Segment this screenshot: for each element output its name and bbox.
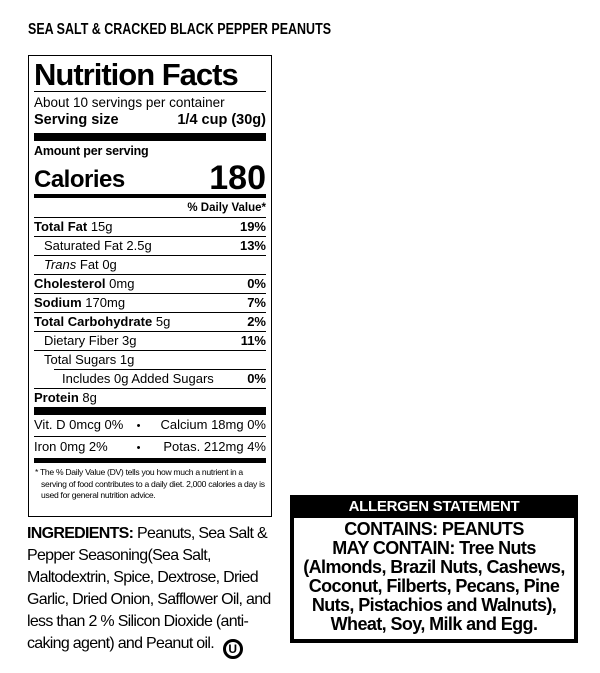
allergen-statement-box: ALLERGEN STATEMENT CONTAINS: PEANUTS MAY… bbox=[290, 495, 578, 643]
nutrient-amount: 1g bbox=[119, 352, 135, 367]
medium-divider bbox=[34, 458, 266, 463]
nutrient-row-total-sugars: Total Sugars 1g bbox=[34, 351, 266, 369]
allergen-body: CONTAINS: PEANUTS MAY CONTAIN: Tree Nuts… bbox=[294, 518, 574, 639]
calories-value: 180 bbox=[209, 159, 266, 197]
nutrient-row-total-fat: Total Fat 15g 19% bbox=[34, 218, 266, 237]
nutrient-row-added-sugars: Includes 0g Added Sugars 0% bbox=[34, 370, 266, 389]
nutrient-amount: 8g bbox=[82, 390, 97, 405]
bullet-separator: • bbox=[136, 442, 141, 454]
nutrient-label: Fat bbox=[79, 257, 99, 272]
divider bbox=[34, 91, 266, 92]
nutrient-label: Includes 0g Added Sugars bbox=[62, 371, 214, 386]
nutrient-row-cholesterol: Cholesterol 0mg 0% bbox=[34, 275, 266, 294]
nutrient-label-italic: Trans bbox=[44, 257, 77, 272]
nutrient-label: Total Fat bbox=[34, 219, 88, 234]
nutrient-amount: 0mg bbox=[109, 276, 135, 291]
micronutrient-left: Vit. D 0mcg 0% bbox=[34, 417, 124, 432]
calories-label: Calories bbox=[34, 166, 125, 193]
amount-per-serving-label: Amount per serving bbox=[34, 144, 149, 158]
thick-divider bbox=[34, 407, 266, 415]
allergen-contains: CONTAINS: PEANUTS bbox=[344, 519, 524, 539]
nutrient-dv: 2% bbox=[247, 314, 266, 329]
nutrient-dv: 11% bbox=[240, 333, 266, 348]
nutrient-row-dietary-fiber: Dietary Fiber 3g 11% bbox=[34, 332, 266, 351]
nutrient-amount: 0g bbox=[102, 257, 117, 272]
nutrient-dv: 0% bbox=[247, 371, 266, 386]
nutrient-amount: 5g bbox=[155, 314, 171, 329]
nutrition-facts-title: Nutrition Facts bbox=[34, 57, 239, 92]
micronutrient-row-2: Iron 0mg 2% • Potas. 212mg 4% bbox=[34, 437, 266, 458]
nutrient-label: Sodium bbox=[34, 295, 82, 310]
indented-divider bbox=[54, 369, 266, 370]
micronutrient-left: Iron 0mg 2% bbox=[34, 439, 108, 454]
nutrient-dv: 7% bbox=[247, 295, 266, 310]
nutrient-label: Total Carbohydrate bbox=[34, 314, 153, 329]
nutrient-row-sodium: Sodium 170mg 7% bbox=[34, 294, 266, 313]
allergen-header: ALLERGEN STATEMENT bbox=[348, 498, 520, 515]
nutrient-amount: 15g bbox=[90, 219, 113, 234]
serving-size-value: 1/4 cup (30g) bbox=[177, 112, 266, 128]
product-title: SEA SALT & CRACKED BLACK PEPPER PEANUTS bbox=[28, 21, 332, 38]
nutrient-row-protein: Protein 8g bbox=[34, 389, 266, 407]
allergen-may-contain: MAY CONTAIN: Tree Nuts (Almonds, Brazil … bbox=[303, 538, 565, 634]
nutrient-row-saturated-fat: Saturated Fat 2.5g 13% bbox=[34, 237, 266, 256]
nutrient-row-total-carbohydrate: Total Carbohydrate 5g 2% bbox=[34, 313, 266, 332]
thick-divider bbox=[34, 133, 266, 141]
nutrient-label: Saturated Fat bbox=[44, 238, 123, 253]
nutrient-row-trans-fat: Trans Fat 0g bbox=[34, 256, 266, 275]
nutrient-dv: 0% bbox=[247, 276, 266, 291]
ingredients-text: Peanuts, Sea Salt & Pepper Seasoning(Sea… bbox=[27, 525, 271, 652]
calories-row: Calories 180 bbox=[34, 158, 266, 197]
serving-size-label: Serving size bbox=[34, 112, 119, 128]
servings-per-container: About 10 servings per container bbox=[34, 95, 225, 110]
kosher-certification-icon: U bbox=[222, 639, 243, 659]
micronutrient-right: Calcium 18mg 0% bbox=[160, 417, 267, 432]
medium-divider bbox=[34, 194, 266, 198]
bullet-separator: • bbox=[136, 420, 141, 432]
ingredients-block: INGREDIENTS: Peanuts, Sea Salt & Pepper … bbox=[27, 523, 288, 659]
daily-value-header: % Daily Value* bbox=[34, 198, 266, 218]
nutrient-amount: 2.5g bbox=[126, 238, 152, 253]
nutrient-amount: 3g bbox=[122, 333, 137, 348]
daily-value-footnote: * The % Daily Value (DV) tells you how m… bbox=[35, 467, 265, 500]
serving-size-row: Serving size 1/4 cup (30g) bbox=[34, 111, 266, 133]
nutrition-facts-panel: Nutrition Facts About 10 servings per co… bbox=[28, 55, 272, 517]
nutrient-dv: 19% bbox=[239, 219, 266, 234]
nutrient-label: Total Sugars bbox=[44, 352, 117, 367]
nutrient-label: Protein bbox=[34, 390, 79, 405]
nutrient-label: Dietary Fiber bbox=[44, 333, 119, 348]
micronutrient-row-1: Vit. D 0mcg 0% • Calcium 18mg 0% bbox=[34, 415, 266, 437]
nutrient-dv: 13% bbox=[239, 238, 266, 253]
nutrient-amount: 170mg bbox=[85, 295, 126, 310]
micronutrient-right: Potas. 212mg 4% bbox=[163, 439, 266, 454]
ingredients-label: INGREDIENTS: bbox=[27, 525, 134, 542]
nutrient-label: Cholesterol bbox=[34, 276, 106, 291]
